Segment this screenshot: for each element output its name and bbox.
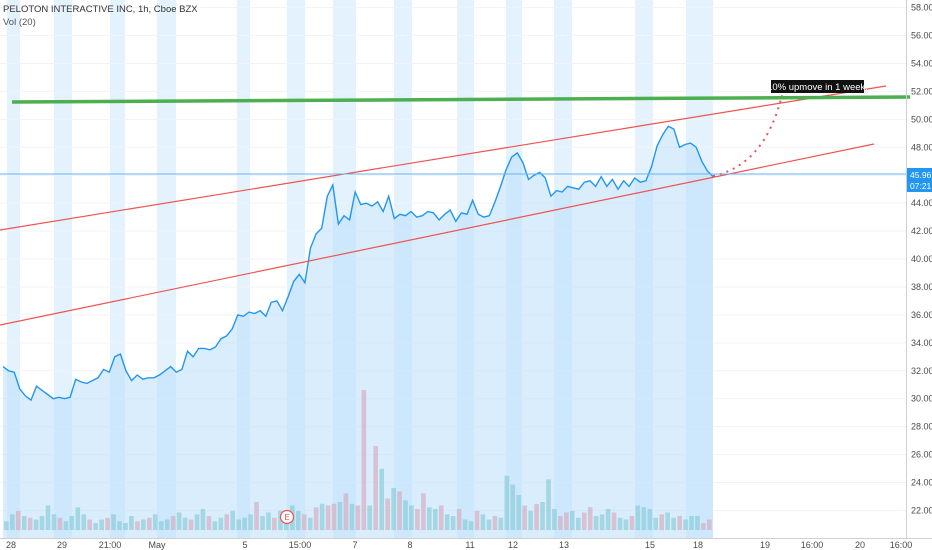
- last-price-label: 45.96 07:21: [907, 168, 932, 192]
- y-tick-label: 34.00: [911, 338, 932, 348]
- y-tick-label: 36.00: [911, 310, 932, 320]
- x-tick-label: 21:00: [99, 540, 122, 550]
- x-tick-label: 8: [407, 540, 412, 550]
- x-tick-label: 18: [693, 540, 703, 550]
- volume-indicator-label[interactable]: Vol (20): [3, 17, 36, 28]
- x-tick-label: 5: [242, 540, 247, 550]
- x-tick-label: 11: [465, 540, 474, 550]
- projection-path: [712, 94, 783, 177]
- y-tick-label: 26.00: [911, 450, 932, 460]
- time-axis[interactable]: 28 29 21:00 May 5 15:00 7 8 11 12 13 15 18 19 16:00 20 1…: [0, 538, 932, 550]
- x-tick-label: 13: [559, 540, 569, 550]
- y-tick-label: 28.00: [911, 422, 932, 432]
- y-tick-label: 54.00: [911, 58, 932, 68]
- price-axis[interactable]: 22.00 24.00 26.00 28.00 30.00 32.00 34.00 36.00…: [906, 0, 932, 538]
- y-tick-label: 50.00: [911, 114, 932, 124]
- price-area: [3, 126, 713, 539]
- x-tick-label: 16:00: [890, 540, 913, 550]
- y-tick-label: 30.00: [911, 394, 932, 404]
- upper-channel-line[interactable]: [0, 85, 887, 231]
- x-tick-label: 29: [57, 540, 67, 550]
- y-tick-label: 40.00: [911, 254, 932, 264]
- x-tick-label: 20: [855, 540, 865, 550]
- x-tick-label: 7: [352, 540, 357, 550]
- last-price-value: 45.96: [910, 170, 932, 180]
- y-tick-label: 32.00: [911, 366, 932, 376]
- annotation-callout[interactable]: 10% upmove in 1 week!: [767, 80, 868, 93]
- x-tick-label: 16:00: [801, 540, 824, 550]
- earnings-icon: [279, 509, 295, 525]
- x-tick-label: 15:00: [289, 540, 312, 550]
- y-tick-label: 52.00: [911, 86, 932, 96]
- symbol-title[interactable]: PELOTON INTERACTIVE INC, 1h, Cboe BZX: [3, 4, 198, 15]
- price-line: [2, 125, 714, 402]
- y-tick-label: 42.00: [911, 226, 932, 236]
- x-tick-label: 15: [645, 540, 655, 550]
- earnings-marker[interactable]: E: [279, 509, 295, 525]
- y-tick-label: 58.00: [911, 3, 932, 13]
- y-tick-label: 44.00: [911, 198, 932, 208]
- annotation-box: [771, 80, 864, 93]
- x-tick-label: 28: [6, 540, 16, 550]
- y-tick-label: 24.00: [911, 478, 932, 488]
- y-tick-label: 48.00: [911, 142, 932, 152]
- x-tick-label: 19: [760, 540, 770, 550]
- chart-legend: PELOTON INTERACTIVE INC, 1h, Cboe BZX Vo…: [3, 3, 198, 29]
- earnings-label: E: [284, 513, 289, 522]
- x-tick-label: 12: [508, 540, 518, 550]
- annotation-text: 10% upmove in 1 week!: [767, 82, 868, 93]
- resistance-line[interactable]: [11, 95, 911, 104]
- y-tick-label: 22.00: [911, 506, 932, 516]
- y-tick-label: 38.00: [911, 282, 932, 292]
- last-price-countdown: 07:21: [910, 181, 932, 191]
- y-tick-label: 56.00: [911, 31, 932, 41]
- x-tick-label: May: [148, 540, 166, 550]
